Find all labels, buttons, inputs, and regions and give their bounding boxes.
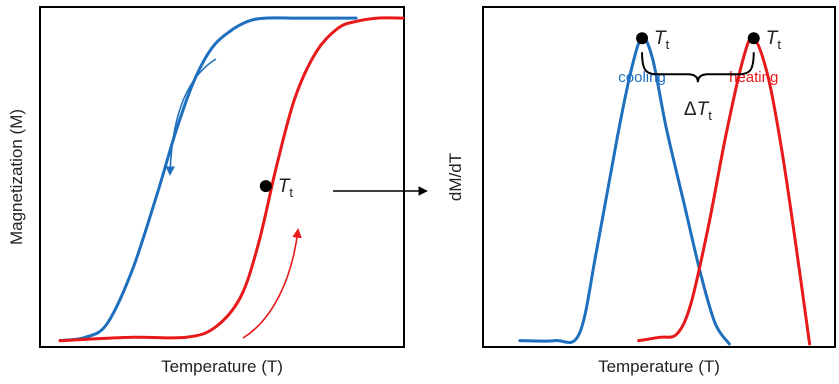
cooling-peak-point	[636, 32, 649, 45]
heating-series-label: heating	[729, 69, 778, 86]
magnetization-cooling-curve	[58, 16, 358, 343]
derivative-heating-curve	[637, 36, 812, 346]
cooling-direction-arrow	[165, 58, 217, 176]
derivative-y-axis-label: dM/dT	[446, 153, 465, 201]
heating-peak-label: Tt	[766, 28, 782, 52]
derivative-x-axis-label: Temperature (T)	[598, 357, 720, 376]
magnetization-plot-frame	[39, 6, 405, 348]
delta-brace	[641, 52, 755, 83]
magnetization-x-axis-label: Temperature (T)	[161, 357, 283, 376]
heating-direction-arrow	[242, 228, 302, 339]
transition-point	[259, 180, 272, 193]
cooling-series-label: cooling	[618, 69, 666, 86]
transition-temperature-label: Tt	[278, 176, 294, 200]
derivative-plot-frame	[482, 6, 836, 348]
delta-temperature-label: ΔTt	[684, 99, 712, 123]
magnetization-heating-curve	[58, 16, 405, 343]
derivative-panel: Temperature (T) dM/dT cooling heating Tt Tt…	[446, 6, 836, 376]
heating-peak-point	[747, 32, 760, 45]
magnetization-y-axis-label: Magnetization (M)	[7, 109, 26, 245]
cooling-peak-label: Tt	[654, 28, 670, 52]
